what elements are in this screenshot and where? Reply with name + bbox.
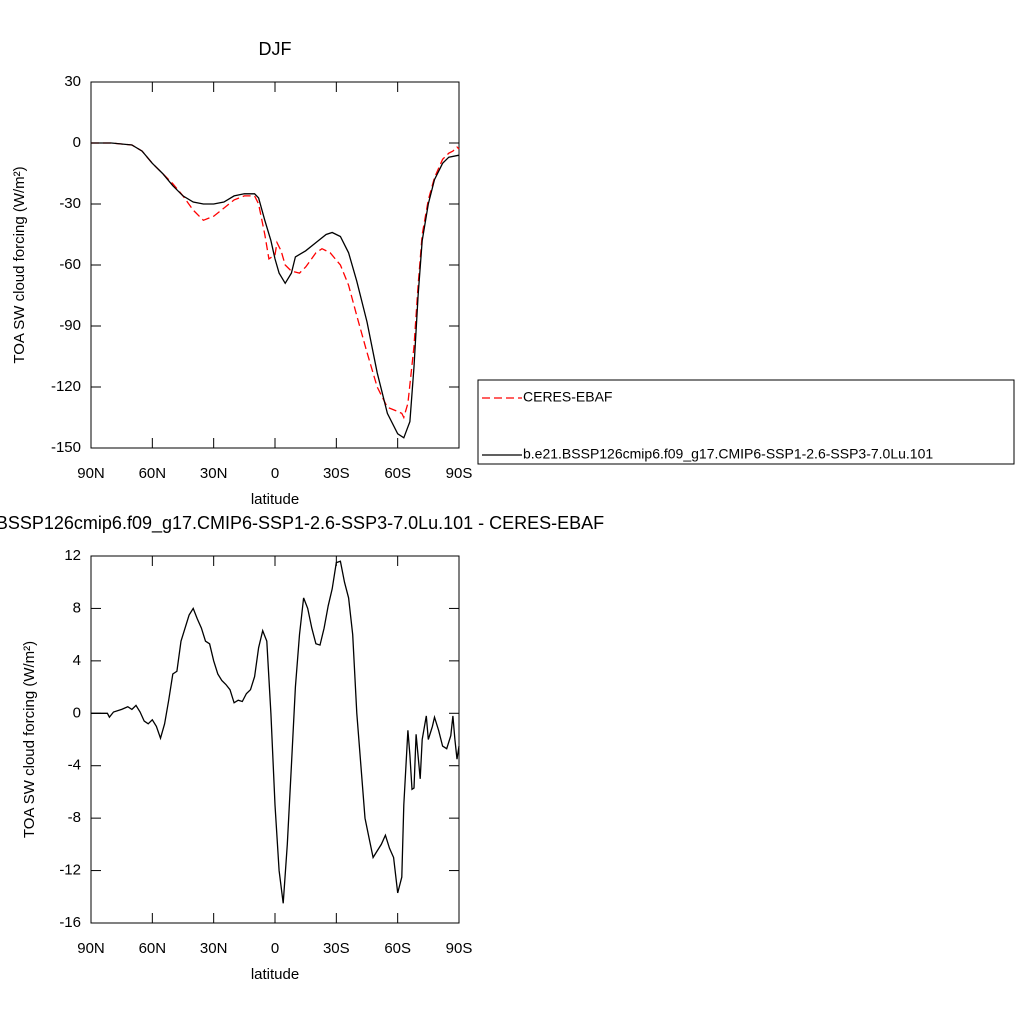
x-tick-label: 60S (384, 465, 411, 482)
y-tick-label: -12 (59, 862, 81, 879)
x-tick-label: 60N (139, 940, 167, 957)
y-tick-label: -16 (59, 914, 81, 931)
data-line (91, 560, 460, 904)
x-tick-label: 60S (384, 940, 411, 957)
y-tick-label: 0 (73, 134, 81, 151)
y-tick-label: 12 (64, 547, 81, 564)
legend-label: b.e21.BSSP126cmip6.f09_g17.CMIP6-SSP1-2.… (523, 446, 933, 462)
y-tick-label: -120 (51, 378, 81, 395)
y-tick-label: -90 (59, 317, 81, 334)
chart-title: DJF (259, 39, 292, 59)
y-tick-label: -150 (51, 439, 81, 456)
data-line (91, 142, 460, 420)
x-tick-label: 90N (77, 465, 105, 482)
y-tick-label: 0 (73, 704, 81, 721)
x-tick-label: 0 (271, 465, 279, 482)
y-tick-label: 8 (73, 599, 81, 616)
x-axis-label: latitude (251, 966, 299, 983)
x-tick-label: 90S (446, 940, 473, 957)
x-tick-label: 90N (77, 940, 105, 957)
data-line (91, 142, 460, 439)
plot-frame (90, 81, 460, 449)
x-tick-label: 0 (271, 940, 279, 957)
y-tick-label: -8 (68, 809, 81, 826)
x-axis-label: latitude (251, 491, 299, 508)
y-tick-label: -30 (59, 195, 81, 212)
chart-title: b.e21.BSSP126cmip6.f09_g17.CMIP6-SSP1-2.… (0, 513, 604, 534)
x-tick-label: 90S (446, 465, 473, 482)
x-tick-label: 60N (139, 465, 167, 482)
y-tick-label: 30 (64, 73, 81, 90)
x-tick-label: 30S (323, 465, 350, 482)
x-tick-label: 30N (200, 465, 228, 482)
y-tick-label: 4 (73, 652, 81, 669)
legend-label: CERES-EBAF (523, 389, 612, 405)
x-tick-label: 30S (323, 940, 350, 957)
y-axis-label: TOA SW cloud forcing (W/m²) (11, 166, 28, 363)
y-tick-label: -4 (68, 757, 81, 774)
y-axis-label: TOA SW cloud forcing (W/m²) (21, 641, 38, 838)
y-tick-label: -60 (59, 256, 81, 273)
legend-box (477, 379, 1015, 465)
x-tick-label: 30N (200, 940, 228, 957)
plot-frame (90, 555, 460, 924)
